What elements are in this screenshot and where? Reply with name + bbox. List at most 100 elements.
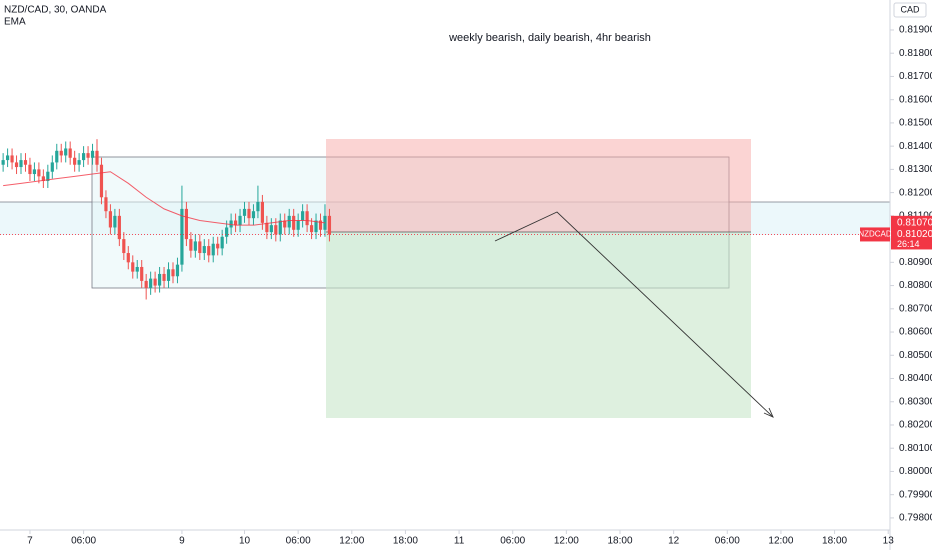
y-tick-label: 0.81500 [899,118,932,129]
candle-body [162,273,166,281]
stop-zone [326,139,751,232]
candle-body [251,211,256,219]
forecast-path [494,211,774,418]
candle-body [68,148,72,158]
ema-price-box [891,215,932,230]
x-tick-label: 9 [179,536,185,547]
candle-body [28,164,32,175]
currency: CAD [900,4,920,14]
y-tick-label: 0.81200 [899,187,932,198]
y-tick-label: 0.80700 [899,303,932,314]
candle-body [108,211,113,228]
candle-body [37,169,41,177]
y-tick-label: 0.81300 [899,164,932,175]
x-tick-label: 18:00 [393,536,418,547]
candle-body [269,225,273,233]
candle-body [131,262,135,272]
x-tick-label: 06:00 [500,536,525,547]
x-tick-label: 12:00 [554,536,579,547]
candle-body [305,211,309,226]
candle-body [274,225,278,235]
y-tick-label: 0.80500 [899,350,932,361]
candle-body [19,160,23,168]
x-tick-label: 18:00 [822,536,847,547]
chart-title: NZD/CAD, 30, OANDA [4,5,107,16]
candle-body [126,253,130,263]
candle-body [184,208,189,240]
x-tick-label: 06:00 [715,536,740,547]
candle-body [140,266,144,281]
y-tick-label: 0.80100 [899,443,932,454]
candle-body [175,264,180,277]
candle-body [50,162,54,172]
indicator-label: EMA [4,17,26,28]
candle-body [99,164,104,198]
candle-body [14,162,19,168]
y-tick-label: 0.81600 [899,94,932,105]
last-price-label: 0.81020 [897,229,932,240]
candle-body [90,150,95,158]
candle-body [198,241,202,254]
candle-body [256,201,260,212]
candle-body [180,208,184,265]
symbol-label: NZDCAD [858,230,892,239]
x-tick-label: 13 [883,536,895,547]
x-tick-label: 11 [454,536,465,547]
ema-line [3,171,326,226]
candle-body [157,273,162,286]
y-tick-label: 0.79900 [899,489,932,500]
candle-body [323,215,327,230]
candle-body [41,176,45,182]
candle-body [122,239,126,254]
x-tick-label: 12:00 [339,536,364,547]
target-zone [326,232,751,418]
y-tick-label: 0.80200 [899,420,932,431]
candle-body [216,243,220,249]
candle-body [95,150,99,165]
candle-body [171,269,175,277]
currency-box [893,2,927,18]
candle-body [211,243,215,256]
candle-body [193,241,197,251]
candle-body [73,157,77,165]
arrow-head [763,407,774,418]
x-tick-label: 12:00 [768,536,793,547]
candle-body [229,220,233,228]
candle-body [166,269,171,281]
countdown: 26:14 [897,239,920,249]
y-tick-label: 0.81900 [899,25,932,36]
last-price-box [891,227,932,250]
ema-price-label: 0.81070 [897,217,932,228]
candle-body [242,208,247,216]
candle-body [32,169,37,175]
candle-body [10,155,14,163]
candle-body [202,246,206,254]
candle-body [113,215,117,228]
candle-body [278,220,282,235]
y-tick-label: 0.80600 [899,327,932,338]
candle-body [189,239,193,251]
y-tick-label: 0.81400 [899,141,932,152]
candle-body [220,236,224,249]
candle-body [55,150,59,163]
candle-body [247,208,251,219]
x-tick-label: 06:00 [286,536,311,547]
candle-body [327,215,332,235]
y-tick-label: 0.81700 [899,71,932,82]
candle-body [265,222,269,233]
x-tick-label: 06:00 [71,536,96,547]
candle-body [5,155,10,161]
marks [1,139,332,300]
candle-body [225,227,229,237]
y-tick-label: 0.80400 [899,373,932,384]
annotation: weekly bearish, daily bearish, 4hr beari… [448,32,651,44]
candle-body [64,148,68,156]
candle-body [233,220,238,226]
x-tick-label: 10 [239,536,251,547]
candle-body [296,220,300,230]
candle-body [149,278,153,288]
candle-body [292,215,296,230]
candle-body [81,153,86,161]
candle-body [318,220,323,230]
